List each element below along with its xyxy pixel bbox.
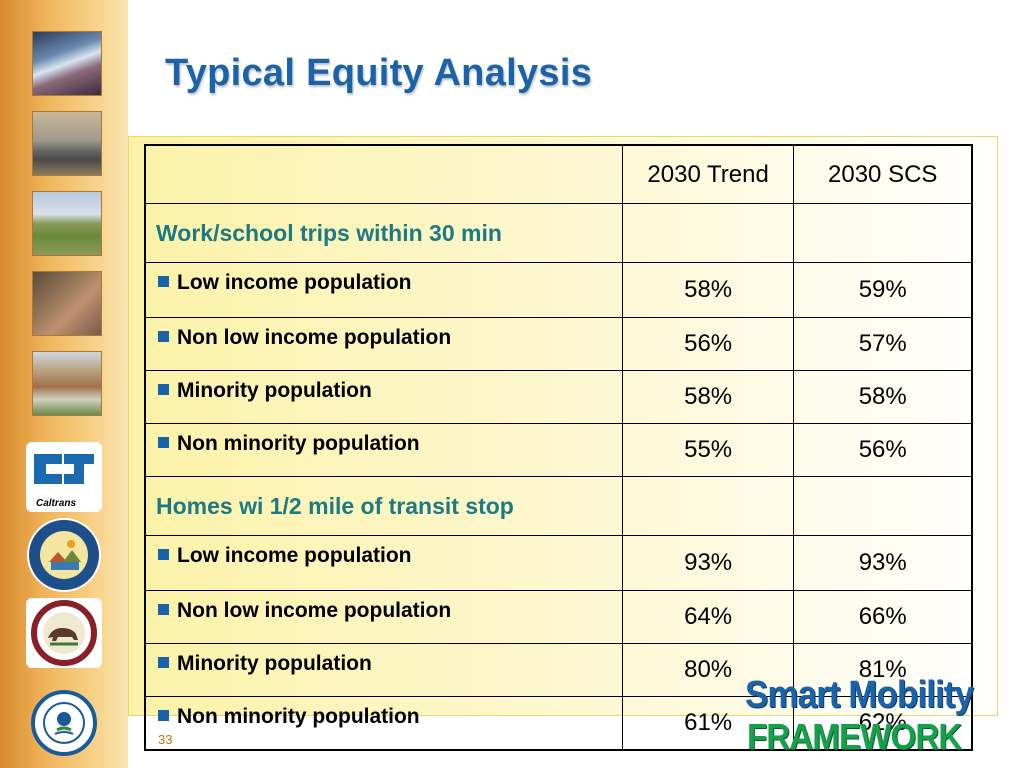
table-row: Non minority population 55% 56% <box>144 423 973 477</box>
row-label: Low income population <box>177 544 412 567</box>
empty-cell <box>793 203 973 263</box>
pedestrian-photo <box>32 271 102 336</box>
row-label-cell: Non low income population <box>144 317 623 371</box>
square-bullet-icon <box>158 549 169 560</box>
row-label: Non minority population <box>177 705 420 728</box>
governors-office-planning-research-seal <box>26 598 102 668</box>
trend-value: 58% <box>621 262 795 318</box>
housing-community-development-seal <box>27 518 101 592</box>
row-label: Non low income population <box>177 326 452 349</box>
page-title: Typical Equity Analysis <box>165 52 593 94</box>
empty-cell <box>621 476 795 536</box>
section-label: Work/school trips within 30 min <box>144 203 623 263</box>
trend-value: 55% <box>621 423 795 477</box>
scs-value: 62% <box>793 696 973 751</box>
trend-value: 80% <box>621 643 795 697</box>
page-number: 33 <box>158 732 173 747</box>
caltrans-wordmark: Caltrans <box>36 498 76 509</box>
trend-value: 61% <box>621 696 795 751</box>
header-2030-scs: 2030 SCS <box>793 144 973 204</box>
square-bullet-icon <box>158 604 169 615</box>
sidebar: Caltrans <box>0 0 128 768</box>
trend-value: 93% <box>621 535 795 591</box>
section-label: Homes wi 1/2 mile of transit stop <box>144 476 623 536</box>
scs-value: 66% <box>793 590 973 644</box>
trend-value: 56% <box>621 317 795 371</box>
section-row: Work/school trips within 30 min <box>144 203 973 263</box>
square-bullet-icon <box>158 657 169 668</box>
table-row: Non low income population 64% 66% <box>144 590 973 644</box>
table-row: Low income population 58% 59% <box>144 262 973 318</box>
truck-photo <box>32 111 102 176</box>
square-bullet-icon <box>158 384 169 395</box>
row-label: Low income population <box>177 271 412 294</box>
scs-value: 81% <box>793 643 973 697</box>
square-bullet-icon <box>158 437 169 448</box>
traffic-photo <box>32 31 102 96</box>
square-bullet-icon <box>158 276 169 287</box>
scs-value: 59% <box>793 262 973 318</box>
housing-photo <box>32 351 102 416</box>
header-blank <box>144 144 623 204</box>
row-label: Minority population <box>177 379 372 402</box>
row-label-cell: Non minority population <box>144 696 623 751</box>
table-header-row: 2030 Trend 2030 SCS <box>144 144 973 204</box>
caltrans-logo: Caltrans <box>26 442 102 512</box>
square-bullet-icon <box>158 331 169 342</box>
table-row: Minority population 80% 81% <box>144 643 973 697</box>
smart-mobility-logo-line1: Smart Mobility <box>745 674 974 716</box>
row-label: Non low income population <box>177 599 452 622</box>
row-label: Non minority population <box>177 432 420 455</box>
row-label-cell: Non minority population <box>144 423 623 477</box>
trend-value: 58% <box>621 370 795 424</box>
epa-seal <box>31 690 97 756</box>
scs-value: 58% <box>793 370 973 424</box>
scs-value: 93% <box>793 535 973 591</box>
square-bullet-icon <box>158 710 169 721</box>
table-row: Non low income population 56% 57% <box>144 317 973 371</box>
smart-mobility-logo-line2: FRAMEWORK <box>747 716 962 757</box>
row-label-cell: Minority population <box>144 370 623 424</box>
equity-table: 2030 Trend 2030 SCS Work/school trips wi… <box>144 144 973 751</box>
row-label-cell: Minority population <box>144 643 623 697</box>
scs-value: 56% <box>793 423 973 477</box>
table-row: Non minority population 61% 62% <box>144 696 973 751</box>
row-label-cell: Low income population <box>144 535 623 591</box>
trend-value: 64% <box>621 590 795 644</box>
empty-cell <box>793 476 973 536</box>
row-label: Minority population <box>177 652 372 675</box>
table-row: Low income population 93% 93% <box>144 535 973 591</box>
table-row: Minority population 58% 58% <box>144 370 973 424</box>
scs-value: 57% <box>793 317 973 371</box>
row-label-cell: Low income population <box>144 262 623 318</box>
header-2030-trend: 2030 Trend <box>621 144 795 204</box>
highway-landscape-photo <box>32 191 102 256</box>
section-row: Homes wi 1/2 mile of transit stop <box>144 476 973 536</box>
row-label-cell: Non low income population <box>144 590 623 644</box>
empty-cell <box>621 203 795 263</box>
